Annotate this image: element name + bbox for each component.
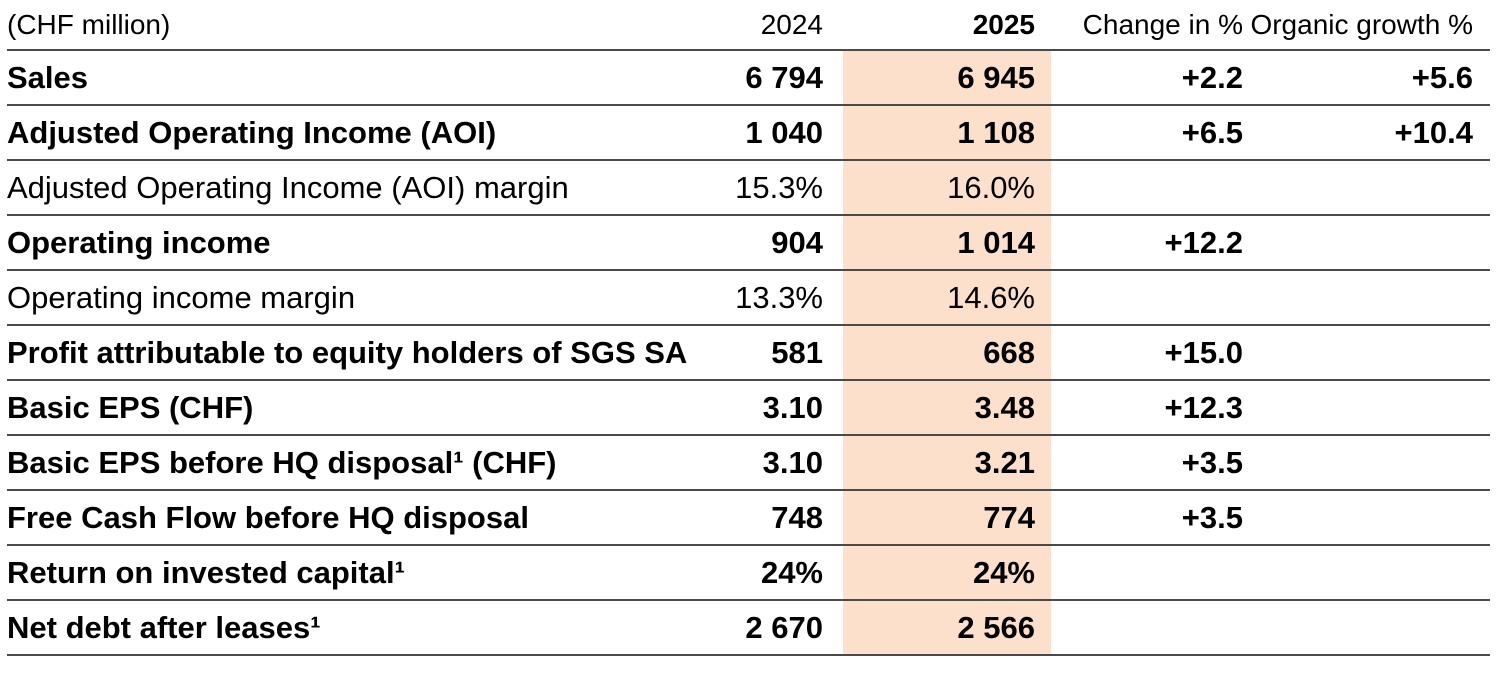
value-2024: 748 [771,499,823,535]
row-label: Adjusted Operating Income (AOI) [7,114,497,150]
table-header: (CHF million) 2024 2025 Change in % Orga… [7,0,1490,50]
value-organic-growth-percent [1243,215,1490,270]
table-row: Sales 6 794 6 945 +2.2 +5.6 [7,50,1490,105]
table-body: Sales 6 794 6 945 +2.2 +5.6 Adjusted Ope… [7,50,1490,655]
row-label: Profit attributable to equity holders of… [7,334,688,370]
header-row: (CHF million) 2024 2025 Change in % Orga… [7,0,1490,50]
value-change-percent [1051,270,1243,325]
value-2025: 2 566 [831,600,1051,655]
value-2025: 24% [831,545,1051,600]
value-2025: 6 945 [831,50,1051,105]
table-row: Basic EPS (CHF) 3.10 3.48 +12.3 [7,380,1490,435]
row-label: Adjusted Operating Income (AOI) margin [7,169,569,205]
row-label: Sales [7,59,89,95]
value-organic-growth-percent [1243,545,1490,600]
row-label: Free Cash Flow before HQ disposal [7,499,529,535]
value-2024: 581 [771,334,823,370]
value-2024: 3.10 [762,444,823,480]
column-header-unit: (CHF million) [7,8,171,40]
value-change-percent [1051,600,1243,655]
row-label: Operating income margin [7,279,356,315]
table-row: Adjusted Operating Income (AOI) 1 040 1 … [7,105,1490,160]
value-2024: 2 670 [745,609,823,645]
value-organic-growth-percent [1243,160,1490,215]
row-label: Net debt after leases¹ [7,609,321,645]
value-organic-growth-percent [1243,435,1490,490]
value-2025: 1 108 [831,105,1051,160]
value-2024: 1 040 [745,114,823,150]
value-change-percent: +2.2 [1181,59,1243,95]
value-change-percent: +12.3 [1164,389,1243,425]
value-organic-growth-percent [1243,490,1490,545]
value-2024: 904 [771,224,823,260]
row-label: Return on invested capital¹ [7,554,405,590]
value-change-percent: +6.5 [1181,114,1243,150]
value-2024: 15.3% [735,169,823,205]
table-row: Net debt after leases¹ 2 670 2 566 [7,600,1490,655]
value-2024: 3.10 [762,389,823,425]
table-row: Basic EPS before HQ disposal¹ (CHF) 3.10… [7,435,1490,490]
value-change-percent: +3.5 [1181,499,1243,535]
value-2025: 668 [831,325,1051,380]
value-2024: 6 794 [745,59,823,95]
value-2024: 13.3% [735,279,823,315]
value-organic-growth-percent: +5.6 [1411,59,1473,95]
column-header-organic-growth: Organic growth % [1250,8,1473,40]
value-2025: 1 014 [831,215,1051,270]
table-row: Return on invested capital¹ 24% 24% [7,545,1490,600]
financial-summary-table: (CHF million) 2024 2025 Change in % Orga… [7,0,1490,656]
value-2025: 14.6% [831,270,1051,325]
value-organic-growth-percent [1243,325,1490,380]
table-row: Profit attributable to equity holders of… [7,325,1490,380]
column-header-2024: 2024 [760,8,823,40]
value-organic-growth-percent [1243,600,1490,655]
value-2025: 774 [831,490,1051,545]
value-change-percent: +15.0 [1164,334,1243,370]
row-label: Basic EPS before HQ disposal¹ (CHF) [7,444,557,480]
value-organic-growth-percent [1243,270,1490,325]
value-change-percent: +3.5 [1181,444,1243,480]
value-2024: 24% [760,554,823,590]
table-row: Free Cash Flow before HQ disposal 748 77… [7,490,1490,545]
column-header-2025: 2025 [972,8,1035,40]
row-label: Basic EPS (CHF) [7,389,254,425]
value-2025: 16.0% [831,160,1051,215]
row-label: Operating income [7,224,271,260]
value-change-percent: +12.2 [1164,224,1243,260]
value-change-percent [1051,545,1243,600]
value-2025: 3.21 [831,435,1051,490]
value-organic-growth-percent [1243,380,1490,435]
table-row: Operating income margin 13.3% 14.6% [7,270,1490,325]
value-change-percent [1051,160,1243,215]
value-2025: 3.48 [831,380,1051,435]
table-row: Adjusted Operating Income (AOI) margin 1… [7,160,1490,215]
table-row: Operating income 904 1 014 +12.2 [7,215,1490,270]
value-organic-growth-percent: +10.4 [1394,114,1473,150]
column-header-change: Change in % [1082,8,1243,40]
